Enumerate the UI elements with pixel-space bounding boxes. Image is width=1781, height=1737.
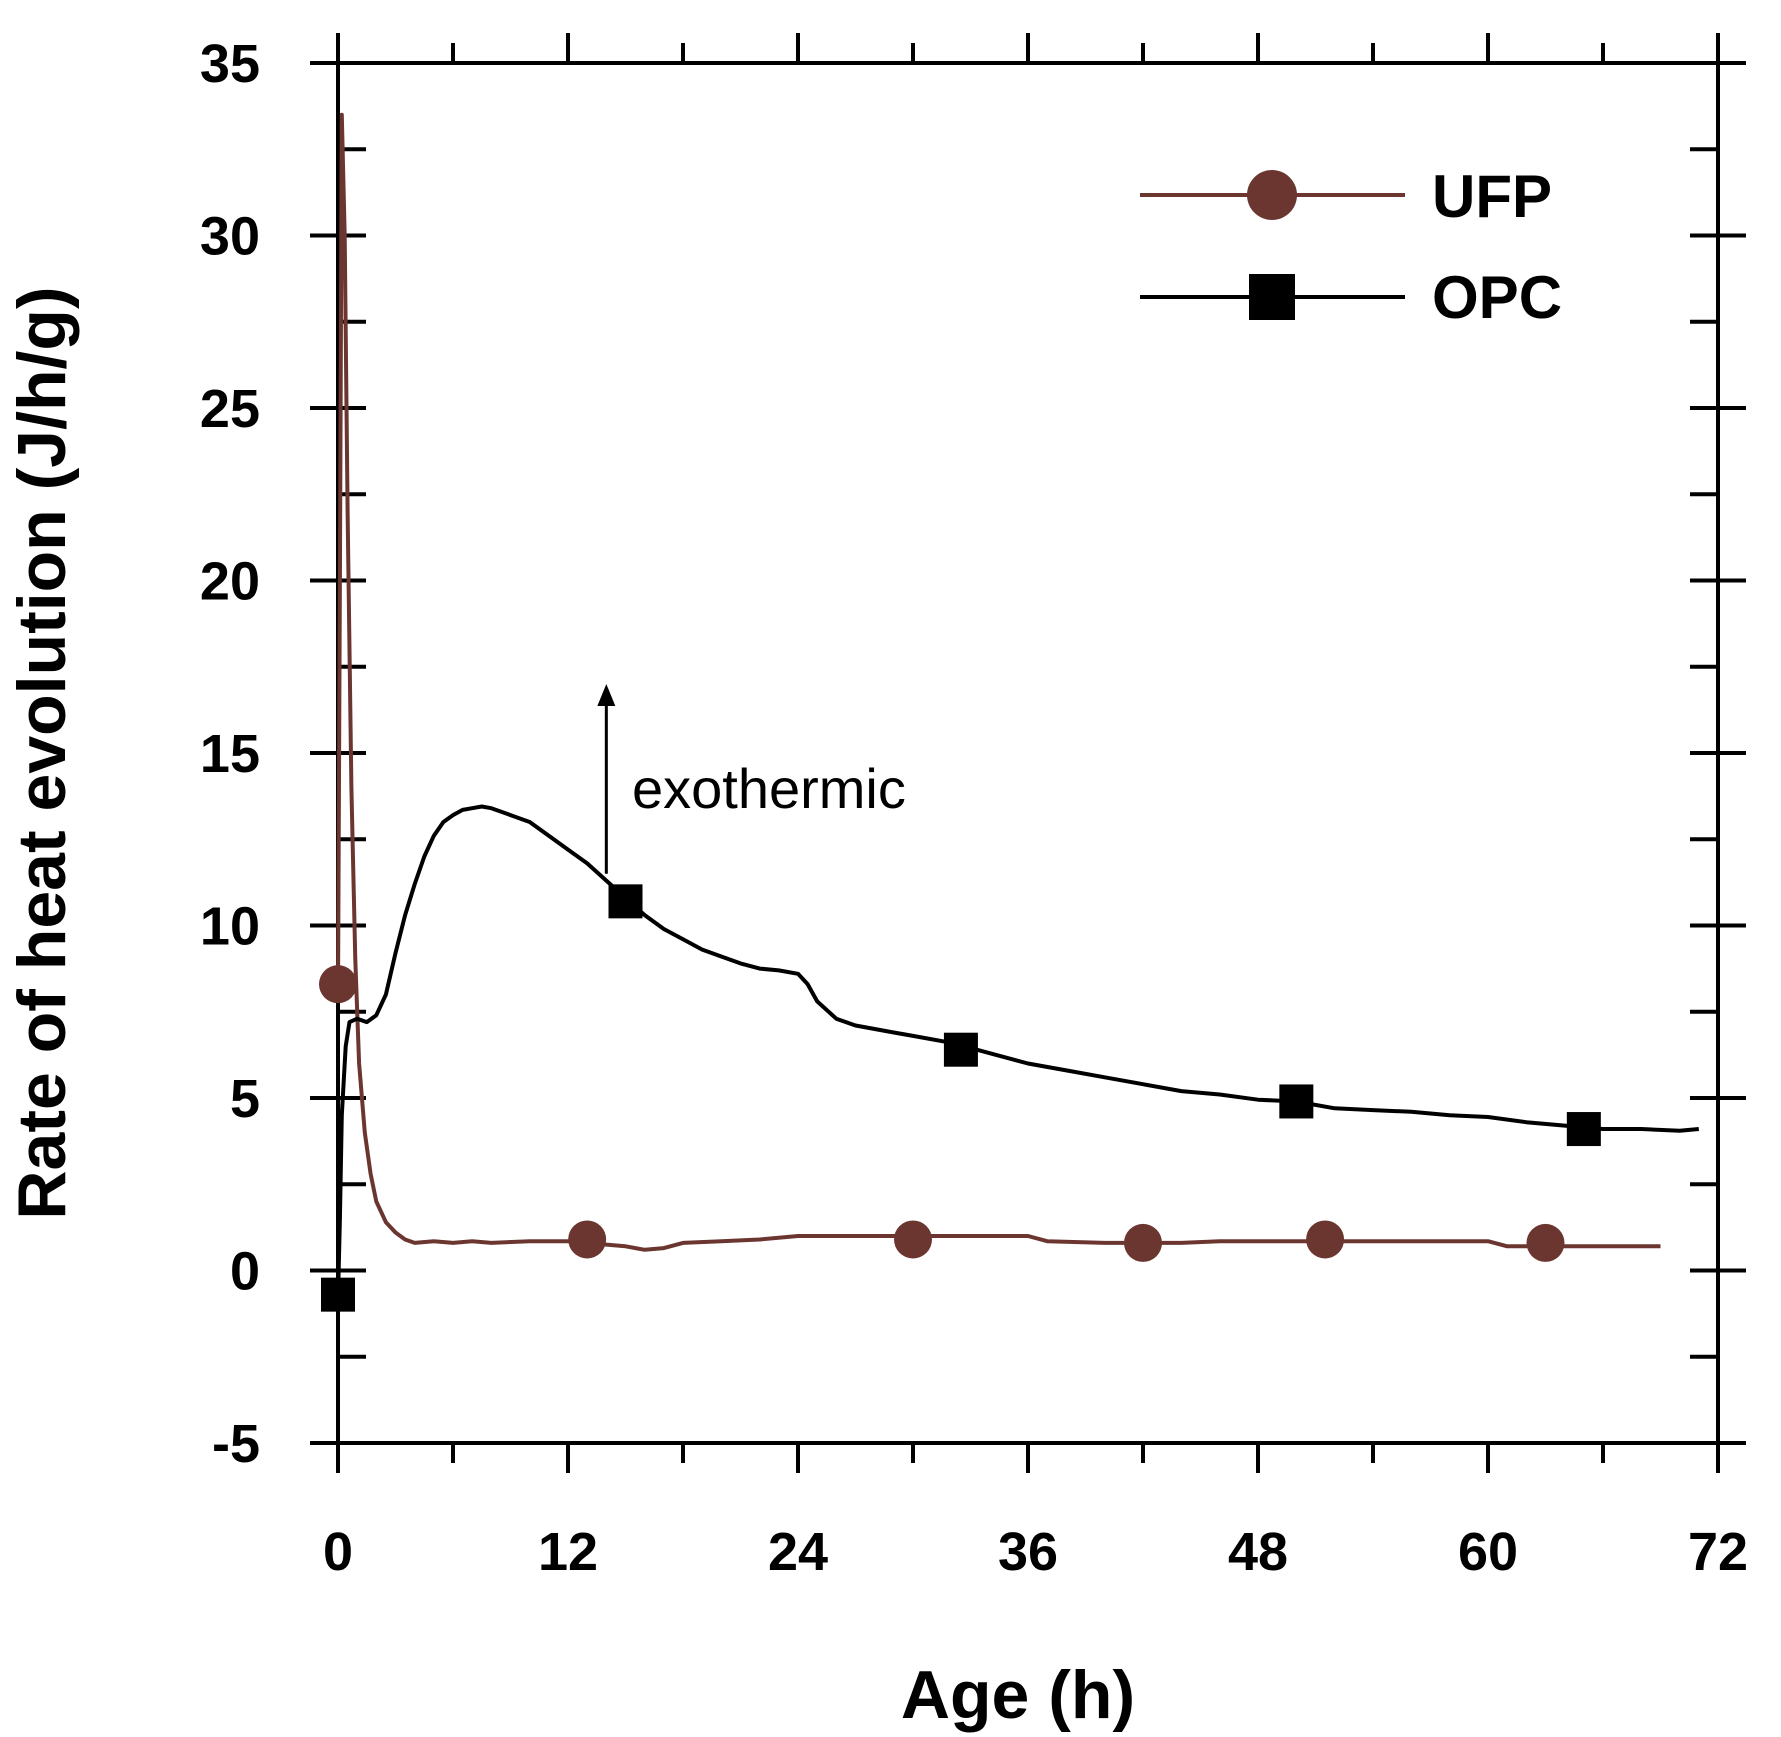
- series-line-ufp: [336, 112, 1661, 1252]
- data-point-ufp: [1306, 1220, 1345, 1259]
- legend-label-ufp: UFP: [1432, 163, 1552, 230]
- data-point-ufp: [1124, 1223, 1162, 1262]
- y-tick-label: 20: [200, 552, 260, 612]
- x-tick-label: 24: [768, 1522, 828, 1582]
- legend-label-opc: OPC: [1432, 264, 1562, 331]
- legend-marker-ufp: [1247, 170, 1297, 220]
- x-tick-label: 12: [538, 1522, 598, 1582]
- data-point-opc: [1566, 1112, 1601, 1147]
- axis-ticks: [310, 33, 1746, 1473]
- legend-marker-opc: [1249, 274, 1295, 320]
- series-line-opc: [336, 804, 1699, 1299]
- y-tick-label: 30: [200, 207, 260, 267]
- y-tick-label: 0: [230, 1242, 260, 1302]
- y-tick-label: 15: [200, 724, 260, 784]
- legend-entry-opc: OPC: [1140, 264, 1562, 331]
- data-point-ufp: [319, 965, 357, 1004]
- data-point-opc: [321, 1277, 355, 1312]
- data-point-ufp: [1526, 1223, 1565, 1262]
- x-tick-label: 72: [1688, 1522, 1748, 1582]
- exothermic-annotation: exothermic: [597, 684, 906, 874]
- x-tick-label: 0: [323, 1522, 353, 1582]
- y-tick-label: 35: [200, 34, 260, 94]
- y-axis-title: Rate of heat evolution (J/h/g): [4, 286, 80, 1219]
- exothermic-label: exothermic: [632, 757, 906, 820]
- legend: UFP OPC: [1140, 163, 1562, 331]
- exothermic-arrow-head: [597, 684, 616, 706]
- data-series: [319, 112, 1699, 1312]
- y-tick-label: 10: [200, 897, 260, 957]
- y-tick-label: 5: [230, 1069, 260, 1129]
- data-point-ufp: [568, 1220, 607, 1259]
- x-tick-label: 48: [1228, 1522, 1288, 1582]
- legend-entry-ufp: UFP: [1140, 163, 1552, 230]
- x-axis-title: Age (h): [901, 1657, 1135, 1733]
- x-tick-label: 36: [998, 1522, 1058, 1582]
- x-tick-label: 60: [1458, 1522, 1518, 1582]
- y-tick-label: 25: [200, 379, 260, 439]
- data-point-ufp: [894, 1220, 932, 1259]
- axis-tick-labels: 0 12 24 36 48 60 72 -5 0 5 10 15 20 25 30 35: [200, 34, 1748, 1582]
- data-point-opc: [608, 884, 643, 919]
- y-tick-label: -5: [212, 1414, 260, 1474]
- data-point-opc: [943, 1032, 978, 1067]
- data-point-opc: [1279, 1084, 1314, 1119]
